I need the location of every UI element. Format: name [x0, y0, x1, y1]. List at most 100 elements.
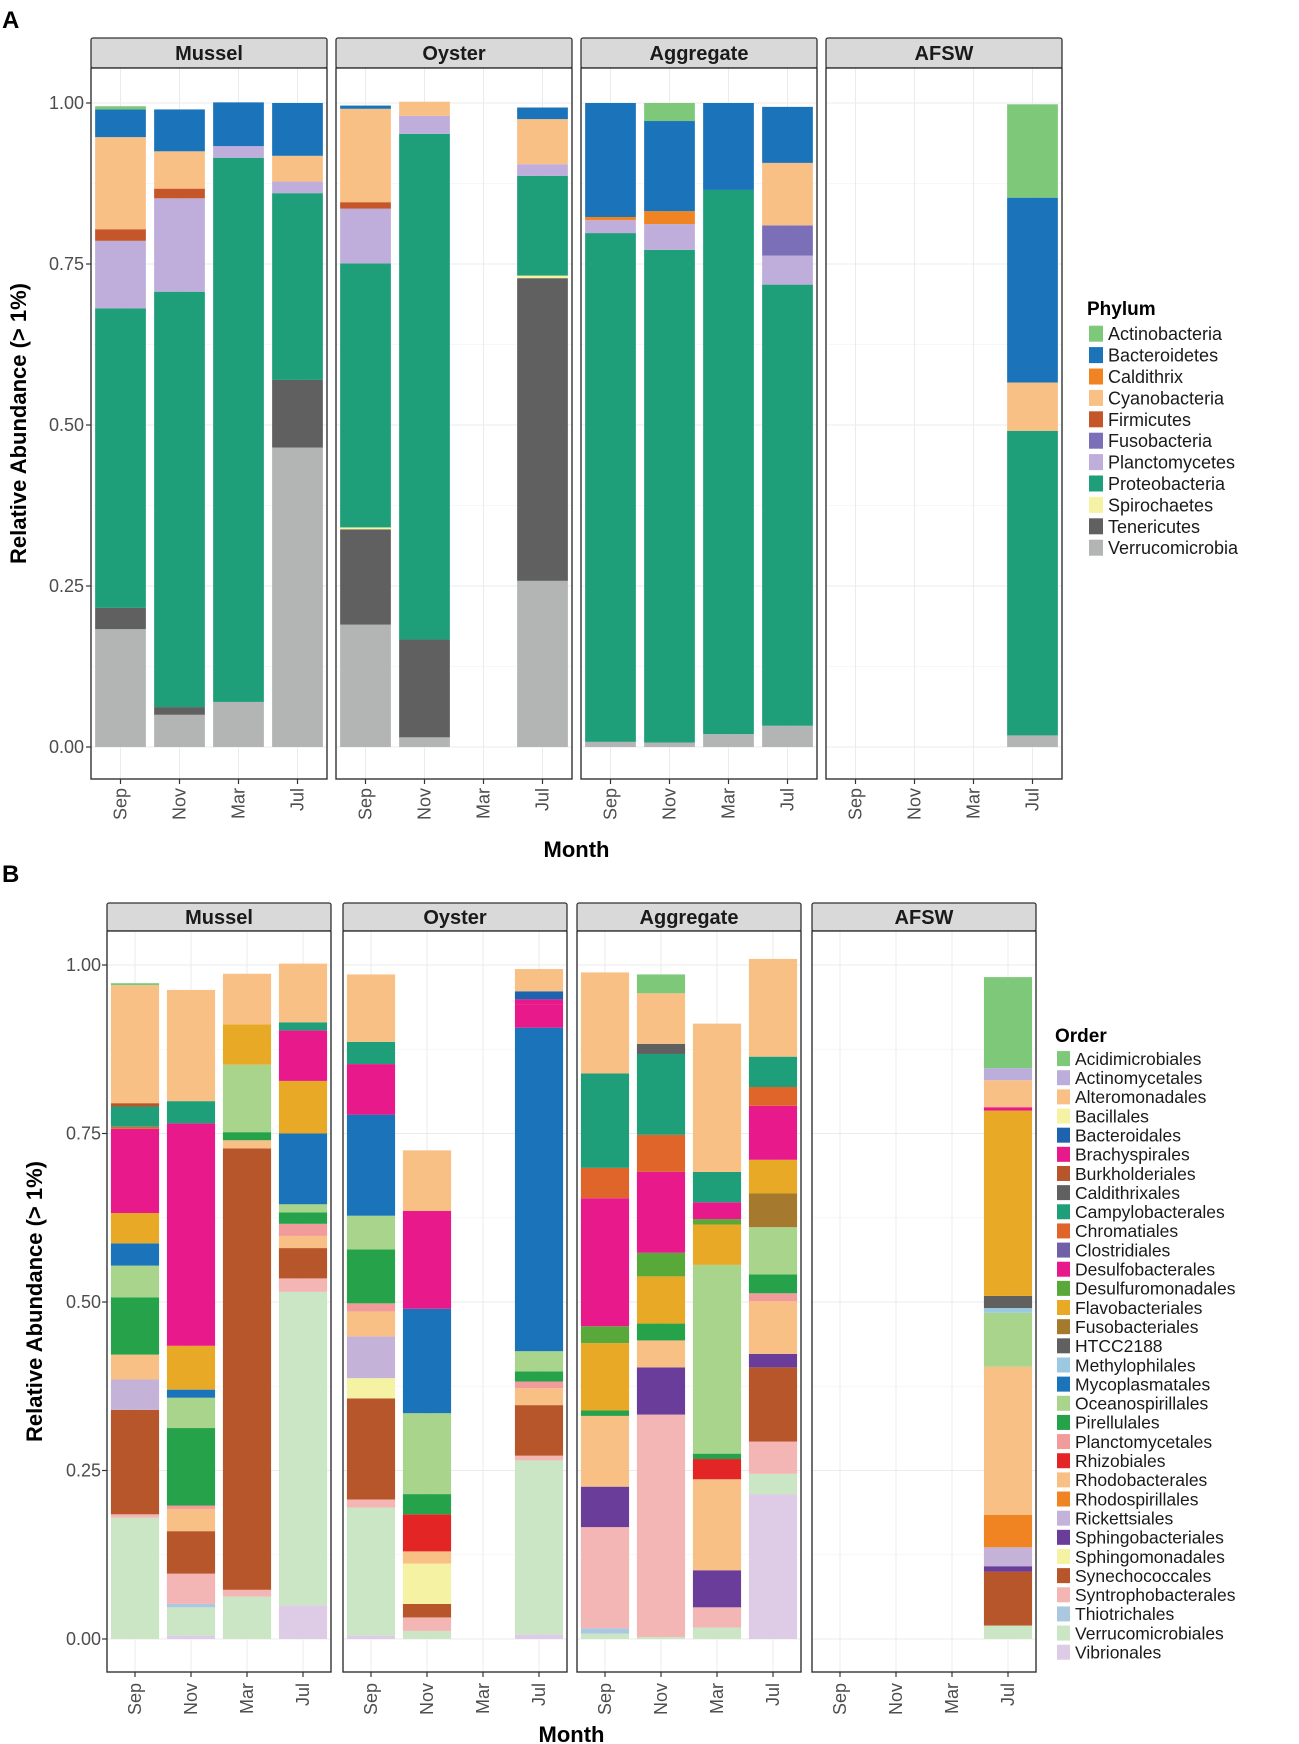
legend-entry: Sphingobacteriales: [1075, 1528, 1224, 1548]
legend-entry: Caldithrix: [1108, 367, 1183, 387]
panel-border: [580, 67, 818, 780]
bar-segment-bacteroidetes: [95, 109, 146, 138]
facet-strip-label: Aggregate: [640, 907, 739, 929]
legend-entry: Planctomycetales: [1075, 1432, 1212, 1452]
bar-segment-brachyspirales: [514, 999, 564, 1005]
facet-oyster: Oyster Sep Nov Mar Jul: [342, 902, 568, 1715]
bar-segment-sphingobacteriales: [748, 1353, 798, 1368]
bar-segment-actinomycetales: [983, 1068, 1033, 1081]
bar-segment-oceanospirillales: [402, 1413, 452, 1495]
bar-segment-planctomycetes: [154, 198, 205, 292]
y-tick-label: 0.00: [66, 1629, 101, 1649]
bar-segment-rhodobacterales: [636, 1340, 686, 1368]
legend-entry: Oceanospirillales: [1075, 1394, 1209, 1414]
legend-entry: Clostridiales: [1075, 1240, 1171, 1260]
bar-segment-verrucomicrobia: [762, 725, 813, 747]
x-tick-label: Sep: [846, 788, 866, 820]
bar-segment-planctomycetes: [644, 224, 695, 250]
x-tick-label: Mar: [719, 788, 739, 819]
bar-segment-planctomycetes: [213, 146, 264, 158]
bar-segment-desulfuromonadales: [636, 1252, 686, 1277]
bar-segment-caldithrixales: [636, 1043, 686, 1054]
bar-segment-synechococcales: [514, 1405, 564, 1456]
legend-swatch: [1057, 1051, 1070, 1067]
bar-segment-proteobacteria: [585, 233, 636, 742]
bar-segment-oceanospirillales: [346, 1215, 396, 1250]
legend-entry: Bacteroidales: [1075, 1125, 1181, 1145]
bar-segment-proteobacteria: [340, 263, 391, 528]
legend-entry: Pirellulales: [1075, 1413, 1160, 1433]
bar-segment-verrucomicrobiales: [278, 1291, 328, 1606]
bar-segment-bacteroidetes: [703, 103, 754, 190]
bar-segment-verrucomicrobiales: [346, 1507, 396, 1636]
bar-segment-proteobacteria: [762, 284, 813, 726]
bar-segment-verrucomicrobia: [703, 734, 754, 747]
bar-segment-fusobacteriales: [748, 1193, 798, 1228]
bar-segment-proteobacteria: [1007, 430, 1058, 736]
legend-swatch: [1057, 1108, 1070, 1124]
bar-segment-verrucomicrobia: [585, 741, 636, 747]
bar-segment-flavobacteriales: [166, 1345, 216, 1390]
legend-entry: Bacteroidetes: [1108, 346, 1218, 366]
bar-segment-campylobacterales: [346, 1041, 396, 1065]
x-tick-label: Nov: [170, 788, 190, 820]
legend-entry: Flavobacteriales: [1075, 1298, 1203, 1318]
bar-segment-verrucomicrobiales: [166, 1607, 216, 1636]
bar-segment-oceanospirillales: [222, 1064, 272, 1133]
legend-entry: Alteromonadales: [1075, 1087, 1207, 1107]
bar-segment-verrucomicrobia: [1007, 735, 1058, 747]
bar-segment-verrucomicrobia: [213, 701, 264, 747]
legend-entry: Campylobacterales: [1075, 1202, 1225, 1222]
panel-border: [811, 930, 1037, 1673]
y-tick-label: 0.00: [49, 737, 84, 757]
bar-segment-vibrionales: [346, 1635, 396, 1639]
x-tick-label: Sep: [601, 788, 621, 820]
bar-segment-verrucomicrobiales: [983, 1625, 1033, 1639]
facet-strip-label: AFSW: [895, 907, 954, 929]
bar-segment-syntrophobacterales: [580, 1527, 630, 1629]
bar-segment-cyanobacteria: [95, 137, 146, 230]
legend-swatch: [1057, 1568, 1070, 1584]
bar-segment-flavobacteriales: [748, 1159, 798, 1194]
bar-segment-syntrophobacterales: [110, 1514, 160, 1518]
bar-segment-mycoplasmatales: [346, 1114, 396, 1216]
bar-segment-verrucomicrobia: [517, 580, 568, 747]
legend-swatch: [1057, 1644, 1070, 1660]
bar-segment-rhodobacterales: [346, 1311, 396, 1337]
legend-swatch: [1089, 411, 1103, 428]
bar-segment-verrucomicrobia: [340, 624, 391, 747]
bar-segment-desulfuromonadales: [580, 1326, 630, 1344]
x-tick-label: Jul: [293, 1683, 313, 1706]
bar-segment-verrucomicrobiales: [402, 1630, 452, 1639]
legend-swatch: [1057, 1146, 1070, 1162]
legend-swatch: [1057, 1165, 1070, 1181]
bar-segment-rhizobiales: [692, 1459, 742, 1480]
bar-segment-firmicutes: [154, 188, 205, 199]
bar-segment-proteobacteria: [703, 189, 754, 735]
bar-segment-proteobacteria: [272, 193, 323, 380]
x-tick-label: Sep: [830, 1683, 850, 1715]
legend-entry: Rickettsiales: [1075, 1508, 1173, 1528]
bar-segment-sphingobacteriales: [983, 1566, 1033, 1572]
legend-entry: Verrucomicrobiales: [1075, 1623, 1224, 1643]
bar-segment-desulfobacterales: [636, 1171, 686, 1253]
y-tick-label: 0.25: [66, 1461, 101, 1481]
legend-swatch: [1089, 518, 1103, 535]
bar-segment-verrucomicrobia: [272, 447, 323, 747]
panel-border: [576, 930, 802, 1673]
bar-segment-flavobacteriales: [580, 1343, 630, 1411]
bar-segment-pirellulales: [402, 1494, 452, 1515]
bar-segment-bacteroidetes: [517, 107, 568, 120]
bar-segment-thiotrichales: [166, 1603, 216, 1608]
bar-segment-alteromonadales: [748, 958, 798, 1057]
facet-strip-label: Mussel: [185, 907, 253, 929]
facet-strip-label: Oyster: [422, 43, 486, 65]
legend-swatch: [1057, 1070, 1070, 1086]
bar-segment-desulfobacterales: [346, 1064, 396, 1115]
bar-segment-syntrophobacterales: [166, 1573, 216, 1604]
bar-segment-alteromonadales: [636, 993, 686, 1044]
bar-segment-sphingobacteriales: [636, 1367, 686, 1415]
legend-swatch: [1089, 389, 1103, 406]
bar-segment-tenericutes: [95, 607, 146, 630]
legend-swatch: [1057, 1395, 1070, 1411]
